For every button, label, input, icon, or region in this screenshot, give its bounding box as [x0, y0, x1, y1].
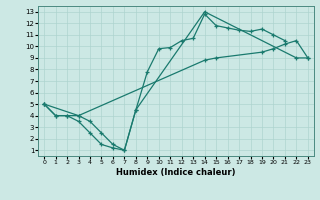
X-axis label: Humidex (Indice chaleur): Humidex (Indice chaleur): [116, 168, 236, 177]
